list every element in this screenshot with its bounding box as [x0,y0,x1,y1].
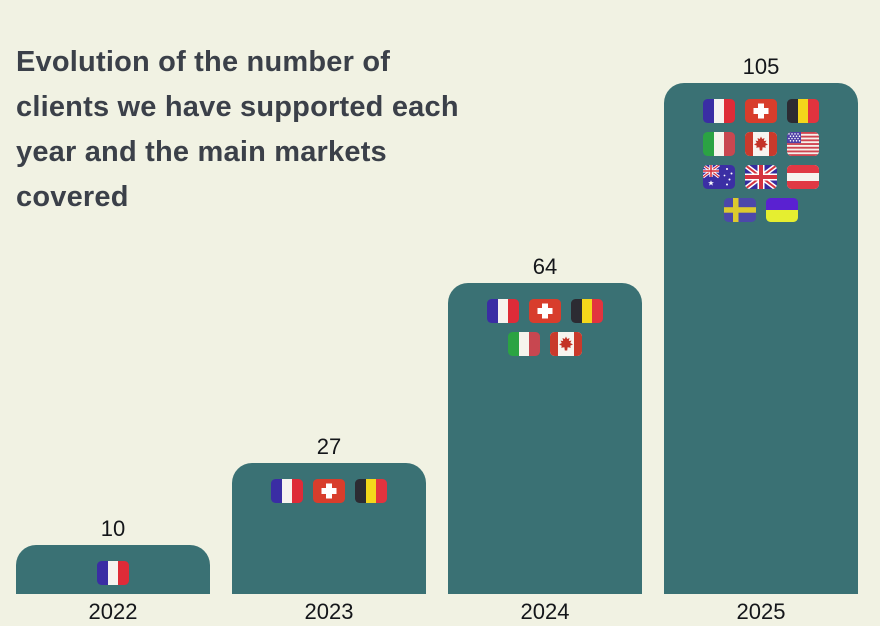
value-label-2024: 64 [532,254,558,279]
chart-title: Evolution of the number of clients we ha… [16,40,459,220]
flag-france-icon [271,479,303,503]
bar-2022 [16,545,210,594]
markets-flags-2023 [232,479,426,503]
flag-usa-icon [787,132,819,156]
flag-row [271,479,387,503]
flag-france-icon [97,561,129,585]
flag-switzerland-icon [745,99,777,123]
markets-flags-2024 [448,299,642,356]
flag-canada-icon [550,332,582,356]
chart-title-line-2: clients we have supported each [16,91,459,123]
bar-2024 [448,283,642,594]
flag-canada-icon [745,132,777,156]
year-label-2024: 2024 [520,599,570,624]
bar-2025 [664,83,858,594]
flag-france-icon [487,299,519,323]
chart-title-line-4: covered [16,181,129,213]
flag-australia-icon [703,165,735,189]
flag-switzerland-icon [313,479,345,503]
markets-flags-2025 [664,99,858,222]
chart-title-line-3: year and the main markets [16,136,387,168]
value-label-2023: 27 [316,434,342,459]
flag-row [487,299,603,323]
flag-belgium-icon [355,479,387,503]
year-label-2023: 2023 [304,599,354,624]
flag-row [724,198,798,222]
flag-row [703,132,819,156]
flag-row [703,99,819,123]
flag-united-kingdom-icon [745,165,777,189]
year-label-2022: 2022 [88,599,138,624]
flag-austria-icon [787,165,819,189]
flag-row [703,165,819,189]
flag-france-icon [703,99,735,123]
value-label-2022: 10 [100,516,126,541]
flag-switzerland-icon [529,299,561,323]
flag-sweden-icon [724,198,756,222]
year-label-2025: 2025 [736,599,786,624]
flag-italy-icon [703,132,735,156]
flag-row [508,332,582,356]
markets-flags-2022 [16,561,210,585]
flag-row [97,561,129,585]
chart-title-line-1: Evolution of the number of [16,46,391,78]
flag-belgium-icon [571,299,603,323]
value-label-2025: 105 [742,54,780,79]
flag-belgium-icon [787,99,819,123]
bar-2023 [232,463,426,594]
flag-ukraine-icon [766,198,798,222]
flag-italy-icon [508,332,540,356]
